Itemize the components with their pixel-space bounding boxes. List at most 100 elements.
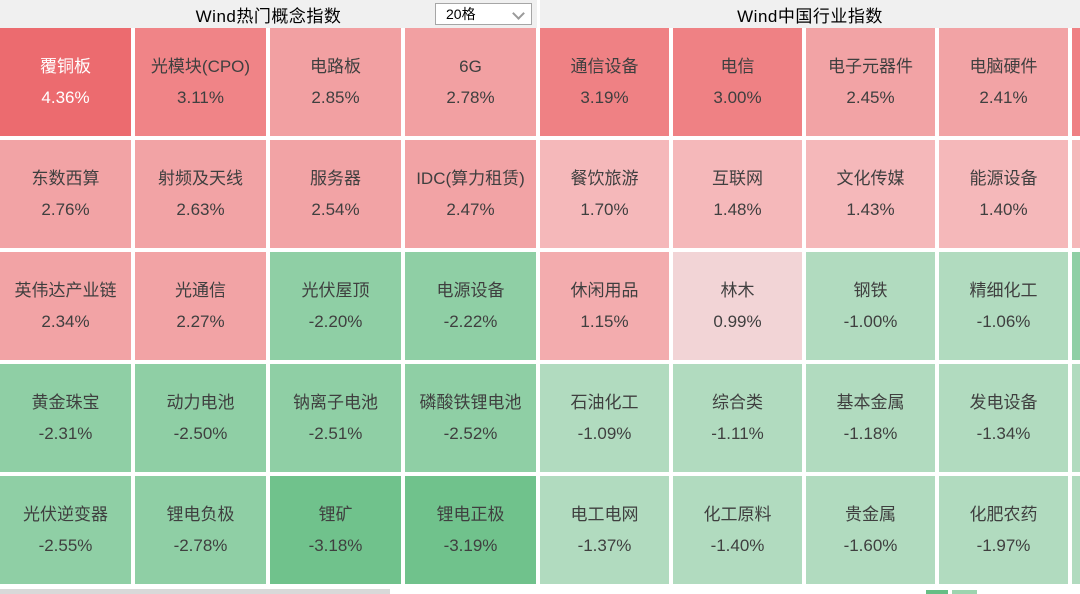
index-change: -1.60%: [843, 535, 898, 555]
heatmap-cell[interactable]: 射频及天线 2.63%: [135, 140, 266, 248]
index-change: 3.11%: [177, 87, 224, 107]
heatmap-cell[interactable]: 发电设备 -1.34%: [939, 364, 1068, 472]
heatmap-cell[interactable]: 锂电正极 -3.19%: [405, 476, 536, 584]
index-name: 能源设备: [969, 168, 1038, 188]
heatmap-cell[interactable]: 电工电网 -1.37%: [540, 476, 669, 584]
index-change: 2.63%: [176, 199, 225, 219]
heatmap-cell[interactable]: 光模块(CPO) 3.11%: [135, 28, 266, 136]
index-name: 钠离子电池: [293, 392, 378, 412]
heatmap-cell[interactable]: 磷酸铁锂电池 -2.52%: [405, 364, 536, 472]
index-name: 磷酸铁锂电池: [419, 392, 522, 412]
chevron-down-icon: [512, 7, 525, 20]
heatmap-cell[interactable]: 6G 2.78%: [405, 28, 536, 136]
index-change: 1.15%: [580, 311, 629, 331]
index-name: 锂电正极: [436, 504, 505, 524]
index-change: -2.31%: [38, 423, 93, 443]
index-name: 电源设备: [436, 280, 505, 300]
index-name: 发电设备: [969, 392, 1038, 412]
index-name: 英伟达产业链: [14, 280, 117, 300]
heatmap-cell[interactable]: 化肥农药 -1.97%: [939, 476, 1068, 584]
index-change: -1.11%: [711, 423, 764, 443]
heatmap-cell[interactable]: 锂电负极 -2.78%: [135, 476, 266, 584]
heatmap-cell[interactable]: 基本金属 -1.18%: [806, 364, 935, 472]
heatmap-cell[interactable]: 光通信 2.27%: [135, 252, 266, 360]
clipped-cell: [1072, 140, 1080, 248]
index-change: -2.78%: [173, 535, 228, 555]
index-change: -1.97%: [976, 535, 1031, 555]
heatmap-cell[interactable]: 锂矿 -3.18%: [270, 476, 401, 584]
index-change: 2.85%: [311, 87, 360, 107]
grid-count-select[interactable]: 20格: [435, 3, 532, 25]
index-name: 文化传媒: [836, 168, 905, 188]
index-change: -2.51%: [308, 423, 363, 443]
heatmap-cell[interactable]: 综合类 -1.11%: [673, 364, 802, 472]
index-change: 2.47%: [446, 199, 495, 219]
heatmap-cell[interactable]: 电脑硬件 2.41%: [939, 28, 1068, 136]
heatmap-cell[interactable]: 钠离子电池 -2.51%: [270, 364, 401, 472]
index-change: -1.00%: [843, 311, 898, 331]
heatmap-cell[interactable]: 东数西算 2.76%: [0, 140, 131, 248]
index-change: -2.50%: [173, 423, 228, 443]
index-name: 电脑硬件: [969, 56, 1038, 76]
heatmap-cell[interactable]: 休闲用品 1.15%: [540, 252, 669, 360]
index-change: -1.34%: [976, 423, 1031, 443]
heatmap-cell[interactable]: 黄金珠宝 -2.31%: [0, 364, 131, 472]
heatmap-cell[interactable]: 精细化工 -1.06%: [939, 252, 1068, 360]
heatmap-cell[interactable]: 化工原料 -1.40%: [673, 476, 802, 584]
index-name: 光通信: [175, 280, 226, 300]
index-change: 2.78%: [446, 87, 495, 107]
clipped-cell: [952, 590, 977, 594]
heatmap-cell[interactable]: 贵金属 -1.60%: [806, 476, 935, 584]
index-name: 休闲用品: [570, 280, 639, 300]
heatmap-cell[interactable]: 互联网 1.48%: [673, 140, 802, 248]
heatmap-cell[interactable]: 林木 0.99%: [673, 252, 802, 360]
clipped-cell: [926, 590, 948, 594]
heatmap-cell[interactable]: 电路板 2.85%: [270, 28, 401, 136]
heatmap-cell[interactable]: 文化传媒 1.43%: [806, 140, 935, 248]
heatmap-cell[interactable]: 服务器 2.54%: [270, 140, 401, 248]
heatmap-cell[interactable]: 钢铁 -1.00%: [806, 252, 935, 360]
right-panel-header: Wind中国行业指数: [540, 0, 1080, 28]
heatmap-cell[interactable]: 通信设备 3.19%: [540, 28, 669, 136]
heatmap-cell[interactable]: 电子元器件 2.45%: [806, 28, 935, 136]
heatmap-cell[interactable]: 光伏屋顶 -2.20%: [270, 252, 401, 360]
heatmap-cell[interactable]: 光伏逆变器 -2.55%: [0, 476, 131, 584]
heatmap-cell[interactable]: 动力电池 -2.50%: [135, 364, 266, 472]
right-panel-title: Wind中国行业指数: [737, 6, 883, 26]
index-name: 通信设备: [570, 56, 639, 76]
heatmap-cell[interactable]: 餐饮旅游 1.70%: [540, 140, 669, 248]
industry-index-heatmap: 通信设备 3.19% 电信 3.00% 电子元器件 2.45% 电脑硬件 2.41% 餐饮旅游 1…: [540, 28, 1080, 584]
index-name: 服务器: [310, 168, 361, 188]
clipped-cell: [1072, 364, 1080, 472]
index-name: 动力电池: [166, 392, 235, 412]
index-name: 锂电负极: [166, 504, 235, 524]
horizontal-scrollbar[interactable]: [0, 589, 390, 594]
index-name: 贵金属: [845, 504, 896, 524]
heatmap-cell[interactable]: 石油化工 -1.09%: [540, 364, 669, 472]
index-change: -1.06%: [976, 311, 1031, 331]
index-name: 餐饮旅游: [570, 168, 639, 188]
index-change: 0.99%: [713, 311, 762, 331]
index-change: 2.45%: [846, 87, 895, 107]
left-panel-header: Wind热门概念指数 20格: [0, 0, 537, 28]
index-name: 石油化工: [570, 392, 639, 412]
clipped-cell: [1072, 28, 1080, 136]
index-change: 1.48%: [713, 199, 762, 219]
index-name: 覆铜板: [40, 56, 91, 76]
index-name: 电工电网: [570, 504, 639, 524]
index-change: -2.22%: [443, 311, 498, 331]
index-change: 2.41%: [979, 87, 1028, 107]
index-name: 光伏逆变器: [23, 504, 108, 524]
index-change: 3.19%: [580, 87, 629, 107]
clipped-cell: [1072, 252, 1080, 360]
heatmap-cell[interactable]: 电信 3.00%: [673, 28, 802, 136]
heatmap-cell[interactable]: 覆铜板 4.36%: [0, 28, 131, 136]
heatmap-cell[interactable]: 电源设备 -2.22%: [405, 252, 536, 360]
heatmap-cell[interactable]: IDC(算力租赁) 2.47%: [405, 140, 536, 248]
index-change: -1.40%: [710, 535, 765, 555]
index-change: 2.27%: [176, 311, 225, 331]
index-change: 4.36%: [41, 87, 90, 107]
heatmap-cell[interactable]: 英伟达产业链 2.34%: [0, 252, 131, 360]
heatmap-cell[interactable]: 能源设备 1.40%: [939, 140, 1068, 248]
index-name: 精细化工: [969, 280, 1038, 300]
